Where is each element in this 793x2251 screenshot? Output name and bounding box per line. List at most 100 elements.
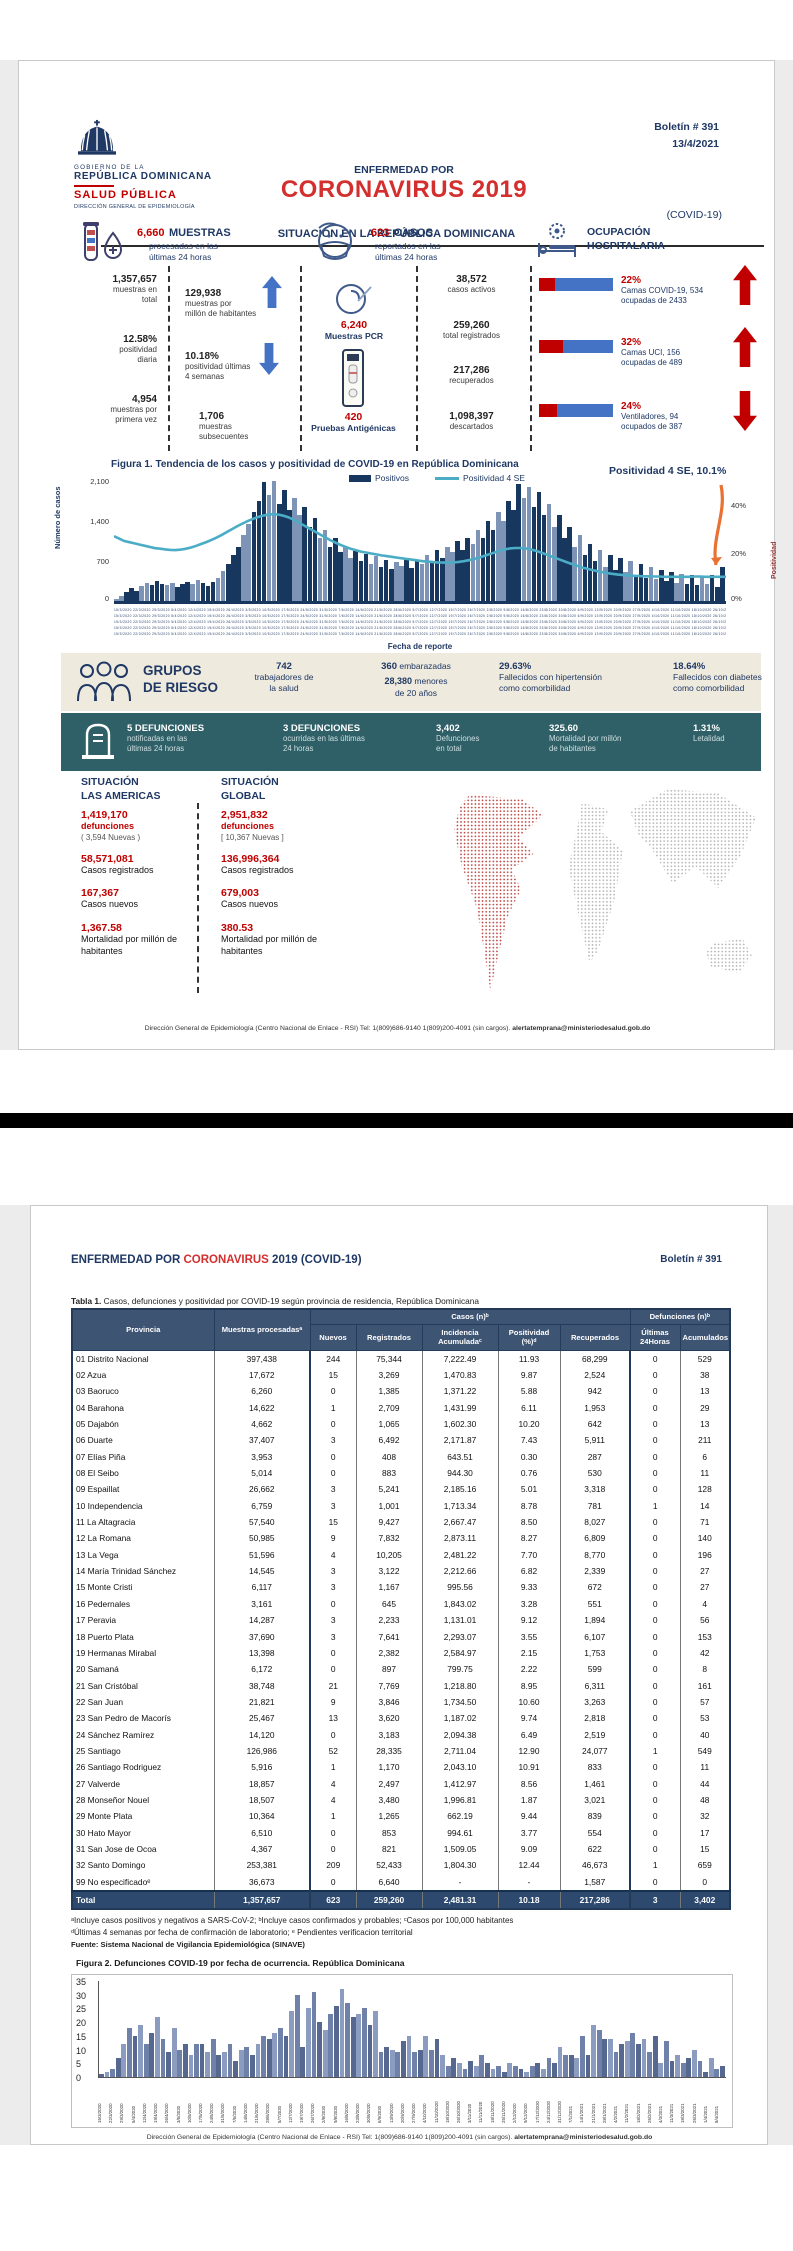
- logo-divider: [74, 185, 114, 187]
- cell-provincia: 04 Barahona: [71, 1399, 215, 1416]
- stat-label: muestras en total: [112, 285, 157, 304]
- stat-value: 167,367: [81, 887, 119, 900]
- fig2-bar: [714, 2068, 720, 2077]
- cell-value: 0: [629, 1546, 681, 1563]
- cell-value: 3: [309, 1481, 357, 1498]
- cell-value: 2,497: [355, 1775, 423, 1792]
- cell-value: 994.61: [421, 1824, 499, 1841]
- fig2-bar: [669, 2060, 675, 2077]
- fig1-bar: [175, 586, 180, 601]
- fig1-ytick: 1,400: [90, 517, 109, 526]
- fig2-ytick: 0: [76, 2073, 82, 2083]
- riesgo-value: 360: [381, 661, 397, 672]
- cell-value: 622: [559, 1840, 631, 1858]
- stat-label: positividad últimas 4 semanas: [185, 362, 251, 381]
- gov-line1: GOBIERNO DE LA: [74, 164, 145, 171]
- fig2-bar: [440, 2055, 446, 2077]
- fig2-bar: [250, 2055, 255, 2077]
- cell-value: 3,953: [213, 1448, 311, 1465]
- legend-line-swatch: [435, 476, 460, 480]
- cell-value: 9: [309, 1530, 357, 1547]
- cell-value: 2,711.04: [421, 1742, 499, 1760]
- legend-line-label: Positividad 4 SE: [463, 473, 525, 483]
- cell-value: 1,065: [355, 1415, 423, 1433]
- cell-value: 5.01: [497, 1481, 561, 1498]
- riesgo-label: menores de 20 años: [394, 676, 448, 698]
- cell-value: 3.55: [497, 1628, 561, 1645]
- fig1-bar: [215, 578, 221, 601]
- cell-value: 10,205: [355, 1546, 423, 1563]
- riesgo-label: trabajadores de la salud: [254, 672, 314, 694]
- situacion-stat-americas: 1,419,170 defunciones( 3,594 Nuevas ): [81, 809, 193, 842]
- cell-value: 217,286: [559, 1889, 631, 1910]
- cell-value: 50,985: [213, 1530, 311, 1547]
- cell-provincia: Total: [71, 1889, 215, 1910]
- cell-value: 10,364: [213, 1808, 311, 1825]
- fig1-bar: [669, 572, 674, 601]
- hospital-title-line2: HOSPITALARIA: [587, 240, 665, 253]
- fig1-bar: [144, 583, 150, 601]
- fig2-bars: [98, 1981, 726, 2078]
- stat-label: Muestras PCR: [324, 331, 384, 341]
- fig2-xtick: 18/2/2021: [635, 2103, 641, 2123]
- occupancy-pct: 32%: [621, 337, 642, 348]
- cell-value: 161: [679, 1677, 731, 1694]
- cell-value: 0: [629, 1530, 681, 1547]
- cell-value: 11: [679, 1759, 731, 1776]
- cell-value: 8: [679, 1661, 731, 1678]
- stat-value: 380.53: [221, 922, 254, 935]
- fig2-bar: [154, 2016, 160, 2077]
- fig1-ytick: 0: [104, 594, 109, 603]
- cell-value: 2,171.87: [421, 1432, 499, 1449]
- table-row: 24 Sánchez Ramírez 14,120 0 3,183 2,094.38 6.…: [71, 1726, 731, 1743]
- fig1-xlabel: Fecha de reporte: [387, 642, 453, 651]
- fig2-bar: [188, 2055, 194, 2077]
- fig1-bar: [149, 585, 155, 601]
- fig1-bar: [587, 543, 593, 601]
- fig2-bar: [703, 2071, 708, 2077]
- cell-provincia: 12 La Romana: [71, 1530, 215, 1547]
- cell-provincia: 19 Hermanas Mirabal: [71, 1644, 215, 1662]
- header-red: CORONAVIRUS: [183, 1254, 269, 1266]
- fig2-bar: [205, 2052, 211, 2077]
- cell-provincia: 18 Puerto Plata: [71, 1628, 215, 1645]
- cell-value: 3,318: [559, 1481, 631, 1498]
- casos-24h-value: 623: [371, 227, 390, 239]
- cell-value: 995.56: [421, 1579, 499, 1596]
- occupancy-fill: [539, 404, 557, 417]
- cell-value: 8.27: [497, 1530, 561, 1547]
- riesgo-value: 29.63%: [499, 661, 532, 672]
- provinces-table: Provincia Muestras procesadasᵃ Casos (n)…: [71, 1308, 732, 1911]
- cell-value: 38,748: [213, 1677, 311, 1694]
- defunciones-item-ocurridas: 3 DEFUNCIONES ocurridas en las últimas 2…: [283, 723, 423, 754]
- cell-value: 14: [679, 1497, 731, 1514]
- fig1-bar: [343, 546, 348, 601]
- fig2-bar: [457, 2063, 462, 2077]
- cell-value: -: [421, 1873, 499, 1891]
- cell-provincia: 30 Hato Mayor: [71, 1824, 215, 1841]
- table-row: 02 Azua 17,672 15 3,269 1,470.83 9.87 2,524 0 38: [71, 1366, 731, 1384]
- cell-provincia: 10 Independencia: [71, 1497, 215, 1514]
- fig2-xtick: 11/11/2020: [478, 2101, 484, 2123]
- cell-value: 15: [679, 1840, 731, 1858]
- cell-value: 1,187.02: [421, 1710, 499, 1727]
- table-row: 07 Elías Piña 3,953 0 408 643.51 0.30 287 0 6: [71, 1448, 731, 1465]
- stat-label: Pruebas Antigénicas: [311, 423, 396, 433]
- fig2-bar: [283, 2035, 289, 2077]
- fig1-legend: Positivos Positividad 4 SE: [349, 473, 525, 483]
- cell-value: 8.50: [497, 1513, 561, 1531]
- stat-note: ( 3,594 Nuevas ): [81, 832, 141, 842]
- situacion-stat-americas: 1,367.58 Mortalidad por millón de habitan…: [81, 922, 193, 957]
- fig1-x-label-row: 15/3/2020 22/3/2020 29/3/2020 5/4/2020 1…: [114, 620, 726, 625]
- fig1-bar: [648, 566, 654, 601]
- fig2-xtick: 8/4/2021: [714, 2105, 720, 2123]
- defunciones-item-total: 3,402 Defunciones en total: [436, 723, 546, 754]
- riesgo-label: embarazadas: [399, 661, 451, 671]
- cell-value: 14,120: [213, 1726, 311, 1743]
- fig2-bar: [719, 2066, 725, 2077]
- fig2-bar: [663, 2041, 669, 2077]
- cell-value: 853: [355, 1824, 423, 1841]
- header-pre: ENFERMEDAD POR: [71, 1254, 184, 1266]
- cell-value: 287: [559, 1448, 631, 1465]
- page-divider: [0, 1113, 793, 1128]
